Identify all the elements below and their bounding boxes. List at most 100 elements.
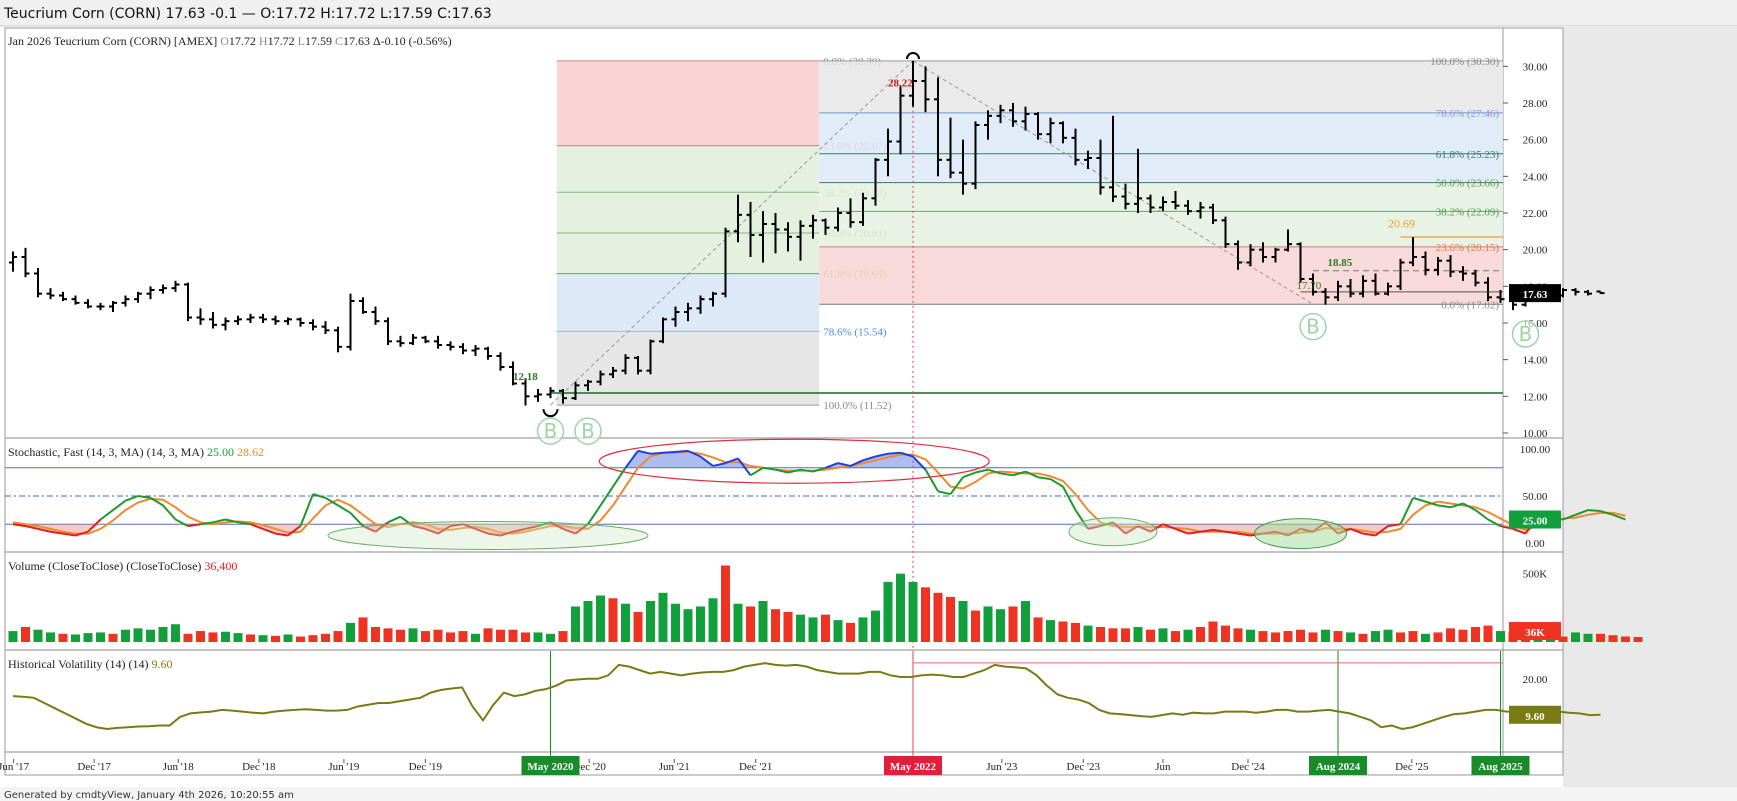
stoch-k-segment	[200, 521, 214, 526]
stoch-k-segment	[175, 518, 189, 527]
x-axis-label: Jun '21	[659, 761, 690, 773]
stoch-axis-label: 100.00	[1520, 444, 1551, 456]
fib-label-b: 78.6% (27.46)	[1436, 108, 1500, 120]
volume-bar	[621, 603, 630, 642]
trend-line-up	[550, 60, 914, 406]
event-date-label: Aug 2025	[1478, 761, 1523, 773]
volume-bar	[1158, 628, 1168, 642]
stoch-k-segment	[800, 468, 814, 473]
volume-bar	[508, 629, 518, 642]
volume-bar	[608, 598, 618, 642]
stoch-k-segment	[1387, 523, 1401, 528]
volume-bar	[546, 633, 555, 642]
stoch-k-segment	[574, 523, 589, 535]
fib-zone-a	[556, 192, 820, 233]
volume-bar	[258, 635, 268, 642]
volume-bar	[1333, 631, 1343, 642]
volume-bar	[521, 632, 530, 642]
volume-bar	[783, 611, 793, 642]
volume-bar	[671, 603, 680, 642]
stoch-k-segment	[412, 525, 426, 530]
stoch-k-segment	[1474, 509, 1489, 521]
volume-bar	[396, 629, 405, 642]
stoch-k-segment	[949, 476, 964, 495]
stoch-last-tag	[1509, 510, 1561, 529]
fib-label-b: 38.2% (22.09)	[1436, 206, 1500, 218]
fib-zone-b	[819, 211, 1503, 247]
stoch-k-segment	[699, 455, 714, 467]
volume-bar	[1171, 631, 1180, 642]
pivot-low-marker	[542, 409, 559, 418]
volume-bar	[1396, 632, 1405, 642]
volume-bar	[433, 629, 443, 642]
volume-bar	[696, 606, 705, 642]
stoch-k-segment	[12, 523, 26, 528]
volume-bar	[1046, 620, 1055, 642]
stoch-k-segment	[299, 493, 314, 527]
stoch-k-segment	[1049, 478, 1064, 488]
stoch-k-segment	[425, 527, 439, 535]
stoch-k-segment	[975, 468, 989, 474]
volume-bar	[1308, 632, 1318, 642]
stoch-k-segment	[25, 525, 39, 530]
volume-bar	[346, 622, 355, 642]
stoch-k-segment	[587, 504, 602, 525]
fib-label-b: 50.0% (23.66)	[1436, 178, 1500, 190]
plot-frame	[4, 27, 1564, 776]
stoch-k-segment	[637, 449, 651, 455]
volume-bar	[983, 606, 993, 642]
stoch-k-segment	[762, 466, 776, 471]
stoch-k-segment	[500, 530, 514, 537]
stoch-k-segment	[1437, 504, 1451, 509]
volume-bar	[1083, 625, 1093, 642]
hv-legend-part: 9.60	[152, 657, 173, 671]
volume-bar	[1621, 636, 1630, 642]
x-axis-label: Jun '17	[0, 761, 30, 773]
fib-label-b: 0.0% (17.02)	[1441, 299, 1499, 311]
header-part: 17.59	[305, 34, 335, 48]
volume-bar	[1446, 628, 1455, 642]
volume-bar	[1146, 629, 1155, 642]
stoch-k-segment	[362, 525, 376, 533]
volume-bar	[158, 626, 168, 642]
volume-bar	[1433, 632, 1443, 642]
stoch-k-segment	[487, 532, 501, 537]
volume-bar	[1408, 631, 1418, 642]
x-axis-label: Dec '20	[572, 761, 606, 773]
volume-bar	[1233, 628, 1243, 642]
volume-bar	[1371, 631, 1380, 642]
b-marker	[1511, 320, 1540, 348]
stoch-k-segment	[825, 462, 839, 469]
stoch-k-segment	[50, 530, 64, 535]
stoch-k-segment	[1124, 525, 1139, 535]
volume-bar	[146, 629, 155, 642]
volume-bar	[221, 631, 230, 642]
volume-bar	[908, 581, 918, 642]
volume-bar	[833, 620, 843, 642]
x-axis-label: Dec '25	[1395, 761, 1429, 773]
fib-label-b: 61.8% (25.23)	[1436, 149, 1500, 161]
volume-bar	[71, 634, 80, 642]
stoch-k-segment	[1087, 525, 1101, 530]
volume-bar	[1346, 632, 1355, 642]
stoch-fill	[13, 524, 1626, 536]
volume-bar	[308, 635, 318, 642]
stoch-k-segment	[475, 527, 489, 535]
x-axis-label: Jun '19	[328, 761, 360, 773]
stoch-k-segment	[250, 523, 264, 530]
price-axis-label: 30.00	[1523, 61, 1548, 73]
volume-bar	[446, 632, 455, 642]
fib-label-a: 78.6% (15.54)	[823, 326, 887, 338]
volume-bar	[1358, 633, 1368, 642]
event-date-label: May 2020	[527, 761, 574, 773]
volume-last-tag	[1509, 622, 1561, 641]
hv-axis-label: 20.00	[1523, 674, 1548, 686]
volume-bar	[858, 617, 868, 642]
stoch-k-segment	[125, 495, 139, 502]
header-part: 17.72	[268, 34, 298, 48]
stoch-k-segment	[1374, 525, 1389, 537]
stoch-k-segment	[525, 525, 539, 530]
stoch-k-segment	[1399, 497, 1414, 525]
stoch-k-segment	[562, 527, 576, 535]
x-axis-label: Dec '17	[77, 761, 111, 773]
